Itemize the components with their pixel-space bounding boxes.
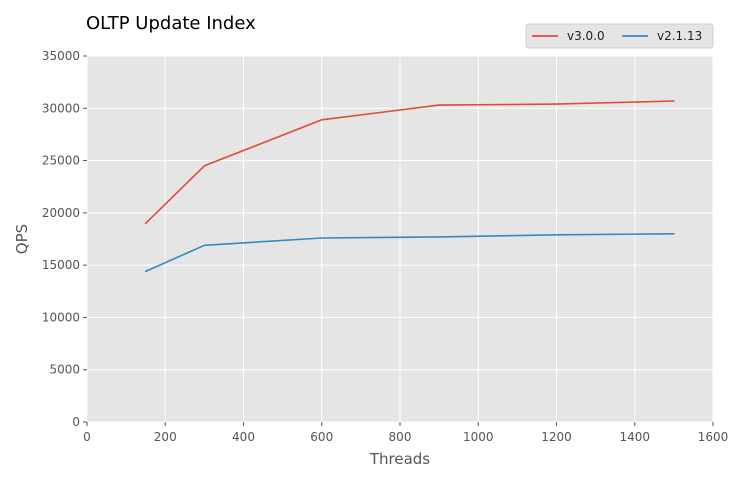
- legend-box: [525, 23, 714, 49]
- data-point: [555, 103, 558, 105]
- legend: v3.0.0 v2.1.13: [525, 23, 714, 49]
- data-point: [438, 236, 440, 238]
- legend-label: v2.1.13: [657, 29, 702, 43]
- data-point: [144, 222, 147, 225]
- series-line-v3-0-0: [145, 100, 674, 224]
- grid-lines: [86, 55, 714, 423]
- series-line-v2-1-13: [145, 233, 674, 273]
- legend-label: v3.0.0: [567, 29, 605, 43]
- data-point: [320, 237, 323, 239]
- data-point: [203, 244, 206, 247]
- y-tick-label: 25000: [42, 154, 80, 168]
- x-axis: 0 200 400 600 800 1000 1200 1400 1600: [83, 422, 728, 444]
- data-point: [438, 104, 440, 106]
- x-tick-label: 1000: [463, 430, 494, 444]
- y-tick-label: 20000: [42, 206, 80, 220]
- x-tick-label: 1600: [698, 430, 729, 444]
- x-tick-label: 1200: [541, 430, 572, 444]
- x-tick-label: 800: [389, 430, 412, 444]
- data-point: [320, 118, 323, 121]
- x-axis-label: Threads: [369, 450, 430, 468]
- data-point: [144, 270, 147, 273]
- x-tick-label: 0: [83, 430, 91, 444]
- data-point: [673, 232, 675, 235]
- data-point: [555, 234, 558, 236]
- chart-title: OLTP Update Index: [86, 13, 256, 34]
- y-tick-label: 35000: [42, 49, 80, 63]
- data-point: [203, 165, 206, 167]
- y-tick-label: 15000: [42, 258, 80, 272]
- y-tick-label: 30000: [42, 101, 80, 115]
- series-layer: [144, 100, 675, 273]
- x-tick-label: 600: [310, 430, 333, 444]
- x-tick-label: 1400: [619, 430, 650, 444]
- y-axis: 0 5000 10000 15000 20000 25000 30000 35000: [42, 49, 87, 429]
- data-point: [673, 100, 675, 102]
- y-tick-label: 10000: [42, 310, 80, 324]
- x-tick-label: 400: [232, 430, 255, 444]
- y-tick-label: 0: [72, 415, 80, 429]
- x-tick-label: 200: [154, 430, 177, 444]
- y-tick-label: 5000: [49, 363, 80, 377]
- y-axis-label: QPS: [13, 224, 31, 254]
